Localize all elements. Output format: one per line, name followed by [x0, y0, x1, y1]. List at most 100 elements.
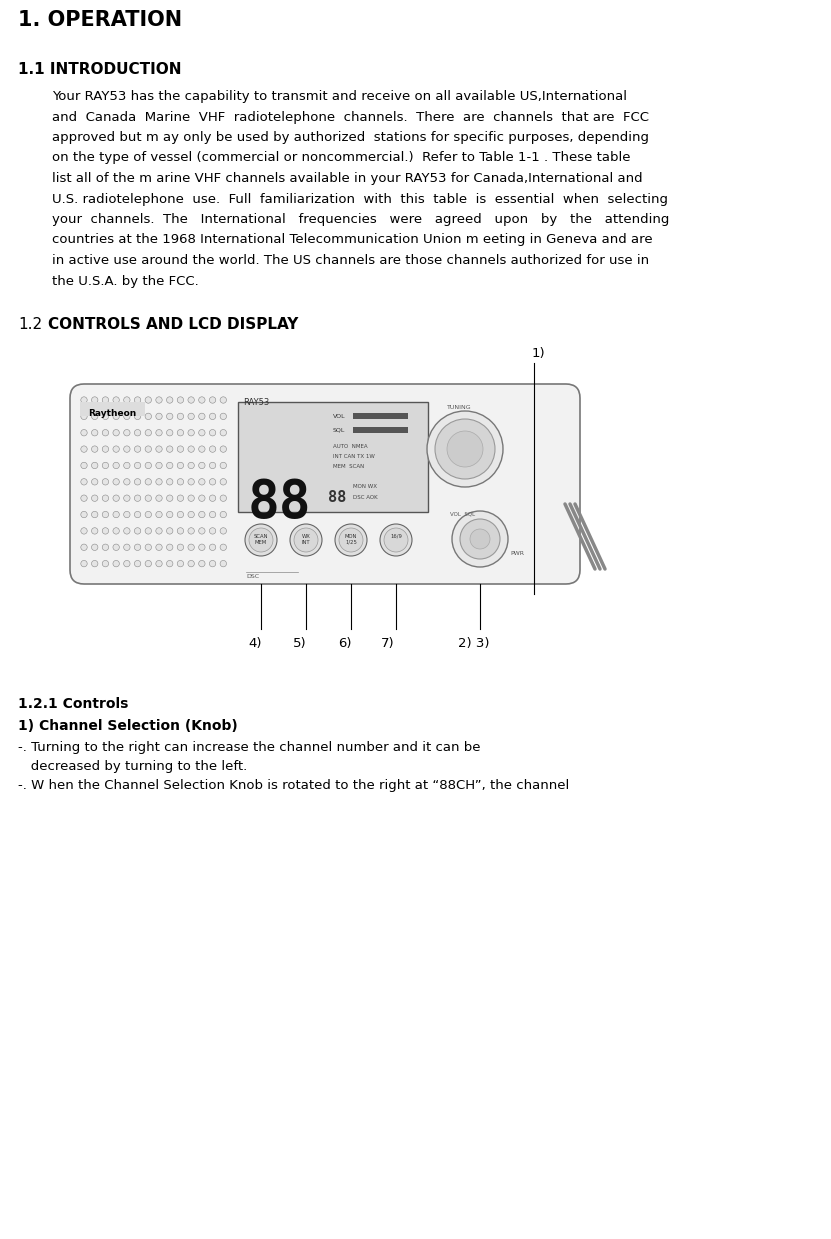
Text: in active use around the world. The US channels are those channels authorized fo: in active use around the world. The US c…: [52, 254, 649, 266]
Text: the U.S.A. by the FCC.: the U.S.A. by the FCC.: [52, 275, 199, 287]
Circle shape: [124, 446, 130, 452]
Circle shape: [135, 462, 140, 468]
Circle shape: [145, 413, 151, 420]
Circle shape: [166, 496, 173, 502]
Circle shape: [124, 544, 130, 550]
Circle shape: [199, 512, 205, 518]
Circle shape: [102, 512, 109, 518]
Circle shape: [220, 496, 227, 502]
Circle shape: [209, 396, 216, 403]
Text: MON
1/25: MON 1/25: [345, 534, 357, 545]
Circle shape: [91, 560, 98, 566]
Circle shape: [249, 528, 273, 553]
Circle shape: [91, 430, 98, 436]
Circle shape: [91, 512, 98, 518]
Circle shape: [177, 560, 184, 566]
Text: 5): 5): [293, 637, 307, 650]
Circle shape: [113, 478, 120, 484]
Circle shape: [209, 496, 216, 502]
Text: Your RAY53 has the capability to transmit and receive on all available US,Intern: Your RAY53 has the capability to transmi…: [52, 90, 627, 103]
Circle shape: [81, 560, 87, 566]
Text: on the type of vessel (commercial or noncommercial.)  Refer to Table 1-1 . These: on the type of vessel (commercial or non…: [52, 151, 631, 165]
Circle shape: [220, 430, 227, 436]
Circle shape: [124, 512, 130, 518]
Bar: [353, 413, 408, 419]
Circle shape: [209, 413, 216, 420]
Circle shape: [155, 512, 162, 518]
Text: 1) Channel Selection (Knob): 1) Channel Selection (Knob): [18, 719, 238, 733]
Circle shape: [135, 512, 140, 518]
Circle shape: [166, 446, 173, 452]
Circle shape: [177, 462, 184, 468]
Circle shape: [124, 560, 130, 566]
Circle shape: [460, 519, 500, 559]
Circle shape: [91, 413, 98, 420]
Text: INT CAN TX 1W: INT CAN TX 1W: [333, 453, 375, 458]
Circle shape: [177, 496, 184, 502]
Text: TUNING: TUNING: [447, 405, 472, 410]
Circle shape: [199, 430, 205, 436]
Circle shape: [81, 430, 87, 436]
Text: 1. OPERATION: 1. OPERATION: [18, 10, 182, 30]
Circle shape: [220, 512, 227, 518]
Circle shape: [177, 396, 184, 403]
Circle shape: [177, 512, 184, 518]
Circle shape: [145, 560, 151, 566]
Circle shape: [135, 560, 140, 566]
Circle shape: [177, 446, 184, 452]
Circle shape: [220, 528, 227, 534]
Circle shape: [199, 396, 205, 403]
Circle shape: [113, 462, 120, 468]
Text: SCAN
MEM: SCAN MEM: [253, 534, 268, 545]
Circle shape: [177, 430, 184, 436]
Text: 88: 88: [328, 489, 347, 506]
Circle shape: [135, 413, 140, 420]
Circle shape: [124, 462, 130, 468]
Circle shape: [199, 446, 205, 452]
Circle shape: [145, 462, 151, 468]
Circle shape: [102, 478, 109, 484]
Text: and  Canada  Marine  VHF  radiotelephone  channels.  There  are  channels  that : and Canada Marine VHF radiotelephone cha…: [52, 110, 649, 124]
Circle shape: [102, 528, 109, 534]
Circle shape: [145, 544, 151, 550]
Circle shape: [81, 446, 87, 452]
Circle shape: [91, 544, 98, 550]
Text: approved but m ay only be used by authorized  stations for specific purposes, de: approved but m ay only be used by author…: [52, 131, 649, 144]
Text: MEM  SCAN: MEM SCAN: [333, 463, 364, 470]
Circle shape: [155, 462, 162, 468]
Circle shape: [188, 396, 194, 403]
Circle shape: [91, 496, 98, 502]
Text: 88: 88: [248, 477, 312, 529]
Circle shape: [135, 496, 140, 502]
Circle shape: [81, 478, 87, 484]
Text: decreased by turning to the left.: decreased by turning to the left.: [18, 760, 248, 773]
Circle shape: [447, 431, 483, 467]
Circle shape: [220, 560, 227, 566]
Circle shape: [113, 528, 120, 534]
Circle shape: [177, 528, 184, 534]
Circle shape: [199, 560, 205, 566]
Circle shape: [155, 560, 162, 566]
Circle shape: [145, 478, 151, 484]
Circle shape: [166, 478, 173, 484]
Text: -. Turning to the right can increase the channel number and it can be: -. Turning to the right can increase the…: [18, 741, 480, 755]
Text: U.S. radiotelephone  use.  Full  familiarization  with  this  table  is  essenti: U.S. radiotelephone use. Full familiariz…: [52, 192, 668, 206]
Circle shape: [145, 396, 151, 403]
Circle shape: [166, 462, 173, 468]
Circle shape: [209, 446, 216, 452]
Circle shape: [166, 528, 173, 534]
Circle shape: [155, 446, 162, 452]
Text: RAY53: RAY53: [243, 398, 269, 406]
Text: SQL: SQL: [333, 427, 346, 432]
Circle shape: [113, 396, 120, 403]
Circle shape: [188, 560, 194, 566]
Text: DSC: DSC: [246, 574, 259, 579]
Circle shape: [102, 496, 109, 502]
Text: 1.2.1 Controls: 1.2.1 Controls: [18, 698, 128, 711]
Circle shape: [166, 560, 173, 566]
Circle shape: [188, 446, 194, 452]
Circle shape: [124, 396, 130, 403]
Bar: [353, 427, 408, 432]
Circle shape: [135, 430, 140, 436]
Circle shape: [188, 512, 194, 518]
